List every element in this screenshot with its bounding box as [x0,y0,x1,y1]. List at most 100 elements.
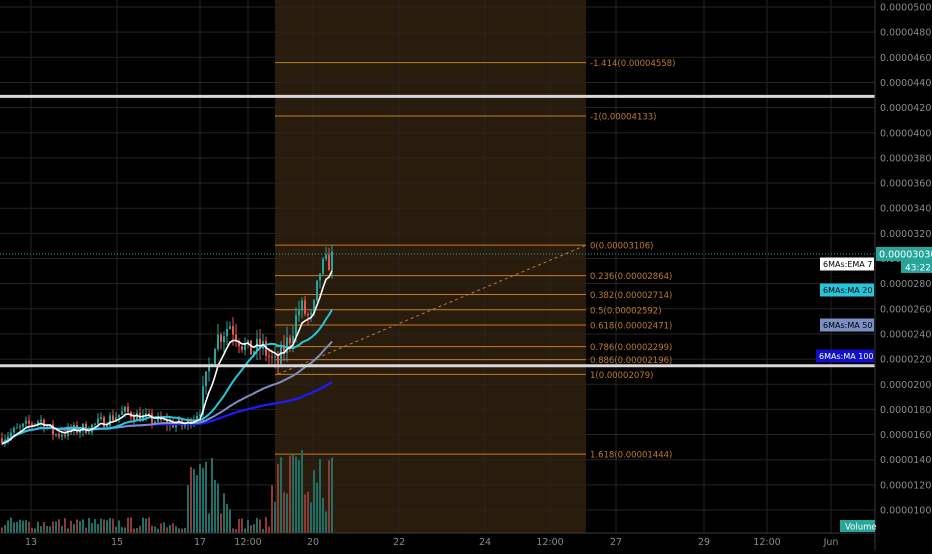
volume-bar [181,528,183,533]
volume-bar [193,468,195,533]
candle-body [304,300,306,315]
volume-bar [112,518,114,533]
volume-bar [121,527,123,533]
y-tick-label: 0.00001600 [880,430,932,441]
volume-bar [130,517,132,533]
volume-bar [283,492,285,533]
volume-bar [148,517,150,533]
volume-bar [238,518,240,533]
volume-bar [7,520,9,533]
candle-body [322,258,324,274]
x-tick-label: 13 [25,537,37,548]
candle-body [217,334,219,350]
volume-bar [316,482,318,533]
volume-bar [151,525,153,533]
volume-bar [313,470,315,533]
volume-bar [301,449,303,533]
y-tick-label: 0.00003600 [880,179,932,190]
candle-body [214,349,216,365]
fib-level-label: 0.886(0.00002196) [590,356,672,366]
candle-body [205,371,207,387]
fib-level-label: -1.414(0.00004558) [590,59,675,69]
candle-body [229,326,231,329]
x-tick-label: 12:00 [753,537,780,548]
candle-body [313,300,315,313]
countdown-label: 43:22 [905,263,931,273]
candle-body [268,355,270,357]
volume-bar [184,527,186,533]
volume-bar [304,494,306,533]
volume-bar [256,518,258,533]
volume-bar [4,525,6,533]
candle-body [247,340,249,344]
candle-body [283,345,285,353]
volume-bar [187,485,189,533]
volume-bar [289,455,291,533]
volume-bar [205,461,207,533]
ma-line [1,270,333,445]
y-tick-label: 0.00001400 [880,455,932,466]
y-tick-label: 0.00002800 [880,279,932,290]
candle-body [235,334,237,341]
y-tick-label: 0.00004400 [880,78,932,89]
volume-bar [280,457,282,533]
volume-bar [208,513,210,533]
volume-bar [295,456,297,533]
ma-legend-label: 6MAs:EMA 7 [823,260,872,269]
x-tick-label: 27 [610,537,622,548]
candle-body [142,414,144,422]
fib-level-label: 0.236(0.00002864) [590,272,672,282]
ma-legend-label: 6MAs:MA 100 [819,352,874,361]
volume-bar [175,526,177,533]
candle-body [109,415,111,426]
candle-body [307,314,309,316]
candle-body [238,340,240,347]
candle-body [157,416,159,422]
candle-body [148,413,150,415]
y-tick-label: 0.00002400 [880,329,932,340]
candle-body [25,420,27,424]
volume-bar [292,455,294,533]
candle-body [316,280,318,301]
candle-body [244,343,246,350]
candle-body [103,417,105,428]
volume-bar [37,521,39,533]
volume-bar [52,521,54,533]
y-tick-label: 0.00005000 [880,3,932,14]
candle-body [289,337,291,344]
y-tick-label: 0.00002000 [880,380,932,391]
candle-body [250,340,252,355]
candle-body [106,425,108,428]
candle-body [163,419,165,421]
volume-bar [310,502,312,533]
candle-body [202,386,204,415]
candle-body [61,435,63,437]
volume-bar [118,520,120,533]
candle-body [259,338,261,349]
volume-bar [169,525,171,533]
volume-bar [16,521,18,533]
volume-bar [34,528,36,533]
volume-bar [133,528,135,533]
volume-bar [82,519,84,533]
volume-bar [196,475,198,533]
candle-body [331,251,333,271]
volume-tag [840,520,875,532]
volume-bar [64,518,66,533]
candle-body [226,328,228,337]
volume-bar [97,523,99,533]
candle-body [28,420,30,424]
x-tick-label: 17 [194,537,206,548]
volume-bar [103,519,105,533]
volume-bar [202,468,204,533]
volume-bar [178,528,180,533]
x-tick-label: 22 [393,537,405,548]
candle-body [55,434,57,436]
candle-body [292,336,294,344]
volume-bar [163,522,165,533]
fib-zone [275,0,586,533]
candle-body [277,356,279,364]
volume-bar [325,511,327,533]
candle-body [274,356,276,358]
